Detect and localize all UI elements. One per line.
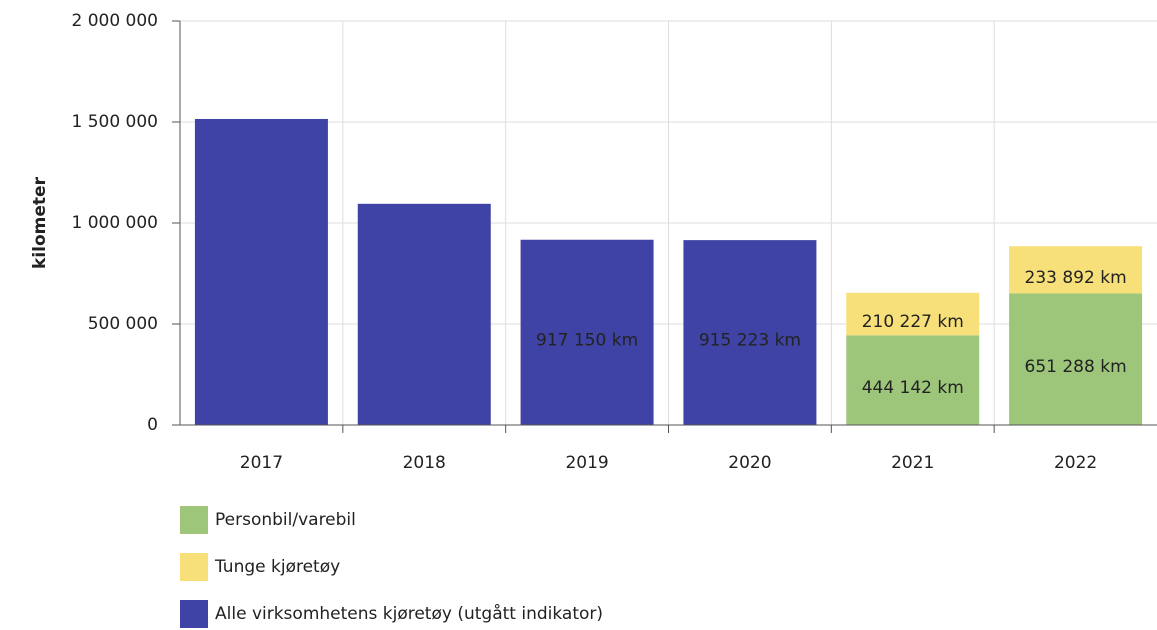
x-tick-label: 2021 [891, 453, 934, 473]
x-tick-label: 2020 [728, 453, 771, 473]
y-tick-label: 1 000 000 [71, 213, 158, 233]
y-tick-label: 2 000 000 [71, 11, 158, 31]
value-label: 444 142 km [862, 378, 964, 398]
bar-segment [1009, 246, 1143, 294]
bar-segment [683, 240, 817, 425]
bar-segment [520, 239, 654, 425]
y-tick-label: 500 000 [88, 314, 158, 334]
y-tick-label: 0 [147, 415, 158, 435]
value-label: 210 227 km [862, 312, 964, 332]
bar-segment [846, 292, 980, 336]
x-tick-label: 2022 [1054, 453, 1097, 473]
x-tick-label: 2017 [240, 453, 283, 473]
bar-segment [1009, 293, 1143, 425]
legend-label: Tunge kjøretøy [214, 557, 340, 577]
bar-segment [357, 203, 491, 425]
y-axis-label: kilometer [30, 176, 50, 269]
y-tick-label: 1 500 000 [71, 112, 158, 132]
bar-segment [846, 335, 980, 425]
legend-swatch [180, 600, 208, 628]
legend-swatch [180, 506, 208, 534]
legend-swatch [180, 553, 208, 581]
value-label: 233 892 km [1025, 268, 1127, 288]
legend-label: Personbil/varebil [215, 510, 356, 530]
value-label: 651 288 km [1025, 357, 1127, 377]
x-tick-label: 2019 [565, 453, 608, 473]
x-tick-label: 2018 [403, 453, 446, 473]
value-label: 915 223 km [699, 331, 801, 351]
bar-segment [194, 118, 328, 425]
value-label: 917 150 km [536, 330, 638, 350]
legend-label: Alle virksomhetens kjøretøy (utgått indi… [215, 603, 603, 624]
